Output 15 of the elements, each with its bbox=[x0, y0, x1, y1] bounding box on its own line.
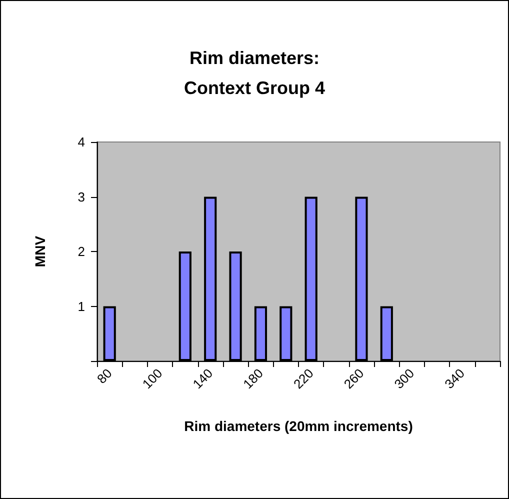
x-tick-label: 140 bbox=[190, 366, 216, 392]
x-tick-label: 80 bbox=[94, 366, 115, 387]
x-tick-label: 100 bbox=[139, 366, 166, 392]
chart-title: Rim diameters: Context Group 4 bbox=[184, 48, 326, 98]
x-tick-label: 340 bbox=[442, 366, 468, 392]
x-tick-label: 220 bbox=[290, 366, 316, 392]
y-tick-label: 2 bbox=[78, 244, 85, 259]
y-axis-title: MNV bbox=[32, 235, 48, 268]
y-tick-label: 1 bbox=[78, 298, 85, 314]
y-tick-label: 4 bbox=[78, 134, 85, 150]
x-tick-label: 260 bbox=[340, 366, 367, 392]
y-tick-label: 3 bbox=[78, 189, 85, 204]
x-tick-label: 300 bbox=[391, 366, 418, 392]
x-tick-label: 180 bbox=[240, 366, 266, 392]
x-axis-title: Rim diameters (20mm increments) bbox=[184, 418, 413, 434]
